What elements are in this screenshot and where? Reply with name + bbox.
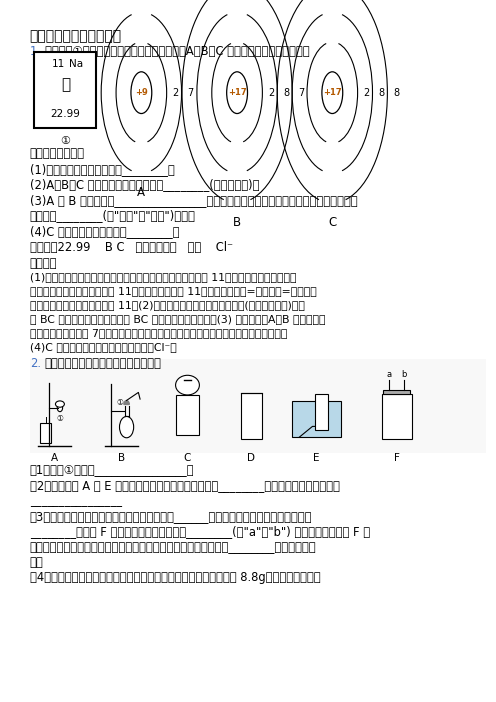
Text: 8: 8 bbox=[378, 88, 384, 98]
Text: +17: +17 bbox=[228, 88, 247, 97]
Text: 【解析】: 【解析】 bbox=[30, 257, 57, 270]
Text: F: F bbox=[394, 453, 400, 463]
Text: 钠: 钠 bbox=[61, 77, 70, 92]
Text: 的一格可知，左上角的数字为 11，表示原子序数为 11；根据原子序数=核电荷数=质子数，: 的一格可知，左上角的数字为 11，表示原子序数为 11；根据原子序数=核电荷数=… bbox=[30, 286, 316, 296]
Text: 2: 2 bbox=[173, 88, 179, 98]
Ellipse shape bbox=[176, 376, 199, 395]
Text: ________________: ________________ bbox=[30, 494, 122, 508]
Text: a: a bbox=[387, 370, 392, 379]
Bar bbox=[292, 401, 341, 437]
Text: b: b bbox=[402, 370, 407, 379]
Text: （4）实验室常用石灰石和稀盐酸制取二氧化碳，现要制备二氧化碳 8.8g，至少需要含碳酸: （4）实验室常用石灰石和稀盐酸制取二氧化碳，现要制备二氧化碳 8.8g，至少需要… bbox=[30, 571, 320, 585]
Text: 层电子数相同，都是 7，所以它们具有相似的化学性质，在化学反应中都容易得到电子；: 层电子数相同，都是 7，所以它们具有相似的化学性质，在化学反应中都容易得到电子； bbox=[30, 328, 287, 338]
Bar bbox=[30, 359, 486, 453]
Text: 11: 11 bbox=[52, 59, 65, 69]
Text: 8: 8 bbox=[393, 88, 399, 98]
Text: （2）若用装置 A 和 E 制取氧气，写出相关的化学方程式________。验证氧气收集满的方法: （2）若用装置 A 和 E 制取氧气，写出相关的化学方程式________。验证… bbox=[30, 479, 340, 492]
Text: 7: 7 bbox=[187, 88, 194, 98]
Text: 式）: 式） bbox=[30, 556, 44, 569]
Text: （1）仪器①的名称________________。: （1）仪器①的名称________________。 bbox=[30, 463, 194, 477]
Text: E: E bbox=[313, 453, 320, 463]
Bar bbox=[176, 395, 199, 435]
Ellipse shape bbox=[120, 416, 133, 438]
Text: 1.: 1. bbox=[30, 45, 41, 58]
Text: 一、中考初中化学综合题: 一、中考初中化学综合题 bbox=[30, 29, 122, 44]
Wedge shape bbox=[124, 401, 129, 404]
Text: B: B bbox=[233, 216, 241, 229]
Text: ________，若用 F 装置收集氢气，气体应从________(填"a"或"b") 端导管导入，若用 F 装: ________，若用 F 装置收集氢气，气体应从________(填"a"或"… bbox=[30, 525, 370, 538]
Text: 它们容易________(填"得到"或"失去")电子。: 它们容易________(填"得到"或"失去")电子。 bbox=[30, 209, 195, 223]
Ellipse shape bbox=[56, 401, 64, 407]
Text: (4)C 表示的粒子表示氯离子，符号为：Cl⁻。: (4)C 表示的粒子表示氯离子，符号为：Cl⁻。 bbox=[30, 342, 177, 352]
Text: 【答案】22.99    B C   最外层电子数   得到    Cl⁻: 【答案】22.99 B C 最外层电子数 得到 Cl⁻ bbox=[30, 241, 233, 255]
Text: (3)A 和 B 两种粒子的________________相同，所以它们有相似的化学性质；在化学反应中: (3)A 和 B 两种粒子的________________相同，所以它们有相似… bbox=[30, 194, 358, 207]
Text: ①: ① bbox=[117, 398, 124, 407]
Text: 2: 2 bbox=[364, 88, 370, 98]
Ellipse shape bbox=[57, 404, 62, 411]
Text: 2.: 2. bbox=[30, 357, 41, 371]
Text: C: C bbox=[184, 453, 191, 463]
Bar bbox=[382, 394, 412, 439]
Text: 2: 2 bbox=[268, 88, 275, 98]
Ellipse shape bbox=[227, 72, 248, 114]
Text: 8: 8 bbox=[283, 88, 289, 98]
Text: (1)由钠元素的元素周期表中的信息可知钠元素的原子序数为 11；由钠元素元素周期表中: (1)由钠元素的元素周期表中的信息可知钠元素的原子序数为 11；由钠元素元素周期… bbox=[30, 272, 296, 282]
Text: 22.99: 22.99 bbox=[51, 109, 80, 119]
Text: （3）若实验室制取氢气，应选用的发生装置是______（填字母，下同），该装置的特点: （3）若实验室制取氢气，应选用的发生装置是______（填字母，下同），该装置的… bbox=[30, 510, 312, 523]
Ellipse shape bbox=[131, 72, 152, 114]
Bar bbox=[315, 394, 328, 430]
Text: A: A bbox=[137, 186, 145, 199]
Text: 试回答下列问题：: 试回答下列问题： bbox=[30, 147, 85, 161]
Text: 则钠元素的原子核内质子数为 11；(2)根据决定元素种类的是核电荷数(即核内质子数)，因: 则钠元素的原子核内质子数为 11；(2)根据决定元素种类的是核电荷数(即核内质子… bbox=[30, 300, 305, 310]
Bar bbox=[40, 423, 51, 443]
Text: B: B bbox=[118, 453, 125, 463]
Text: Na: Na bbox=[69, 59, 83, 69]
Text: 为 BC 的核内质子数相同，所以 BC 属于同种元素的粒子；(3) 由图示可知A、B 两者的最外: 为 BC 的核内质子数相同，所以 BC 属于同种元素的粒子；(3) 由图示可知A… bbox=[30, 314, 325, 324]
Text: 置除去一氧化碳气体中混有的二氧化碳气体，瓶中应盛放的试剂是________溶液（填化学: 置除去一氧化碳气体中混有的二氧化碳气体，瓶中应盛放的试剂是________溶液（… bbox=[30, 541, 316, 554]
Bar bbox=[35, 52, 96, 128]
Text: (2)A、B、C 中属于同种元素的粒子是________(写字母编号)。: (2)A、B、C 中属于同种元素的粒子是________(写字母编号)。 bbox=[30, 178, 259, 192]
Text: 7: 7 bbox=[298, 88, 305, 98]
Text: D: D bbox=[248, 453, 255, 463]
Text: 下图中，①是钠元素在元素周期表中的信息，A、B、C 是三种粒子的结构示意图。: 下图中，①是钠元素在元素周期表中的信息，A、B、C 是三种粒子的结构示意图。 bbox=[45, 45, 310, 58]
Text: ①: ① bbox=[61, 136, 70, 146]
Bar bbox=[241, 392, 262, 439]
Text: (4)C 所表示的粒子的符号为________，: (4)C 所表示的粒子的符号为________， bbox=[30, 225, 179, 238]
Ellipse shape bbox=[322, 72, 343, 114]
Text: (1)钠元素的相对原子质量为________。: (1)钠元素的相对原子质量为________。 bbox=[30, 163, 175, 176]
Text: +9: +9 bbox=[135, 88, 148, 97]
Text: ①: ① bbox=[57, 414, 63, 423]
Text: A: A bbox=[51, 453, 58, 463]
Bar bbox=[383, 390, 410, 394]
Text: 下图装置常用于实验室制取常见的气体: 下图装置常用于实验室制取常见的气体 bbox=[45, 357, 162, 371]
Text: C: C bbox=[328, 216, 336, 229]
Text: +17: +17 bbox=[323, 88, 342, 97]
